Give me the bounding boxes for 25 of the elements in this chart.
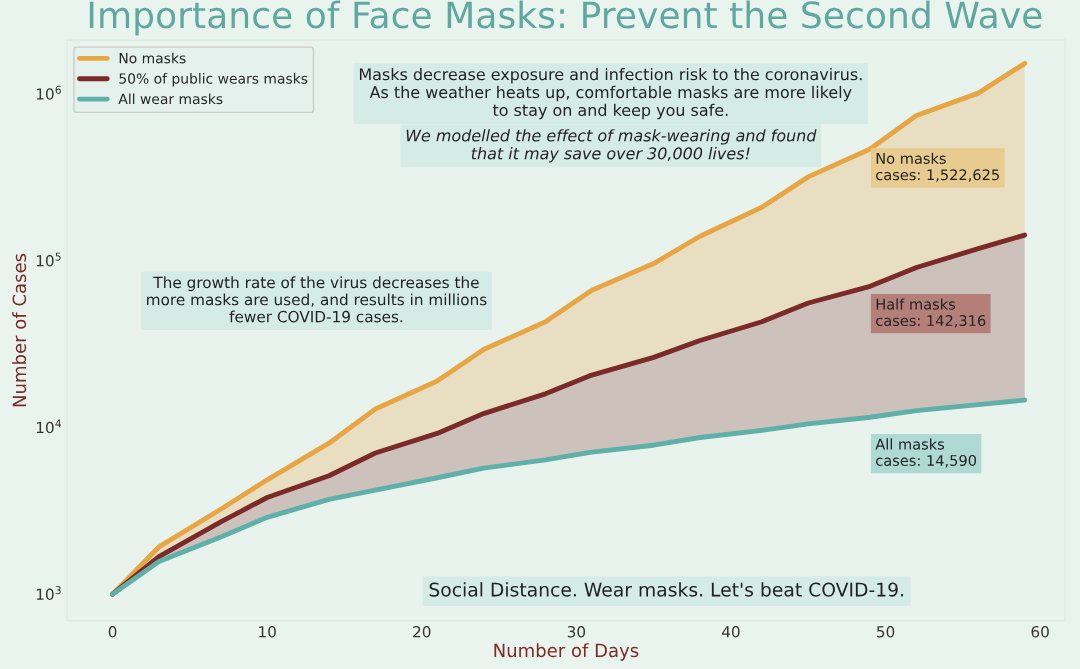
y-tick-label: 10$^{4}$: [36, 419, 61, 434]
x-tick-label: 20: [413, 625, 431, 638]
x-tick-label: 0: [108, 625, 117, 638]
x-tick-label: 60: [1031, 625, 1049, 638]
y-tick-label: 10$^{3}$: [36, 586, 61, 601]
annotation: All masks cases: 14,590: [875, 438, 977, 468]
legend-label: No masks: [119, 52, 186, 64]
annotation: Masks decrease exposure and infection risk to the coronavirus. As the weather heats up, comfortable masks are more likely to stay on and keep you safe.: [359, 67, 862, 120]
chart-title: Importance of Face Masks: Prevent the Second Wave: [89, 0, 1042, 36]
legend-label: All wear masks: [118, 93, 223, 105]
x-tick-label: 50: [877, 625, 895, 638]
annotation: The growth rate of the virus decreases the more masks are used, and results in millions fewer COVID-19 cases.: [147, 276, 487, 323]
annotation: Social Distance. Wear masks. Let's beat COVID-19.: [429, 582, 904, 597]
y-axis-title: Number of Cases: [12, 253, 27, 407]
annotation: Half masks cases: 142,316: [876, 298, 986, 328]
x-tick-label: 10: [259, 625, 276, 638]
annotation: No masks cases: 1,522,625: [876, 152, 999, 182]
x-tick-label: 30: [567, 625, 586, 638]
x-tick-label: 40: [721, 625, 740, 638]
line-series: [110, 397, 1028, 597]
y-tick-label: 10$^{6}$: [36, 85, 61, 100]
legend-label: 50% of public wears masks: [119, 73, 308, 87]
y-tick-label: 10$^{5}$: [36, 252, 61, 267]
annotation: We modelled the effect of mask-wearing and found that it may save over 30,000 lives!: [406, 129, 817, 163]
x-axis-title: Number of Days: [494, 643, 639, 661]
